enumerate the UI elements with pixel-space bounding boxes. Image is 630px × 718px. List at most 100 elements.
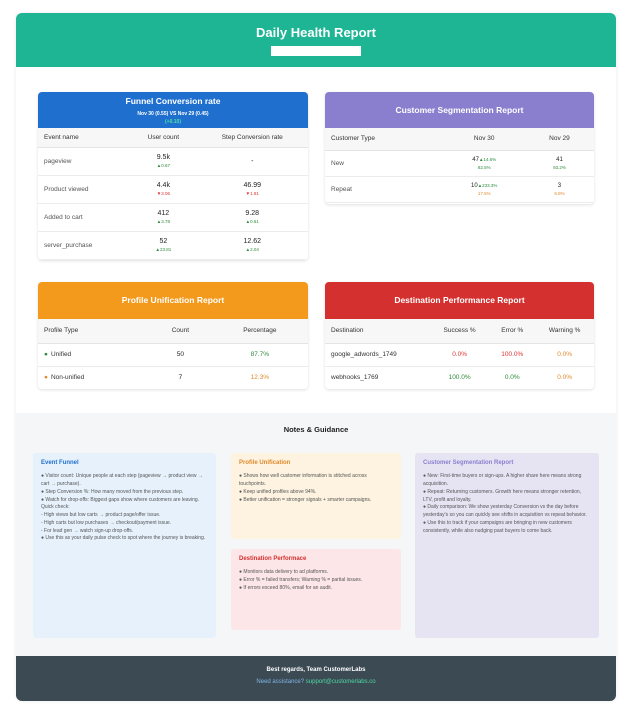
- col-user-count: User count: [130, 128, 197, 148]
- note-profile-unification: Profile Unification ● Shows how well cus…: [231, 453, 401, 539]
- step-rate-delta: ▼1.81: [245, 191, 259, 196]
- date-placeholder-bar: [271, 46, 361, 56]
- profile-percentage: 12.3%: [211, 366, 308, 389]
- col-nov30: Nov 30: [443, 128, 525, 151]
- profile-row: ● Unified 50 87.7%: [38, 343, 308, 367]
- error-pct: 100.0%: [489, 343, 536, 367]
- success-pct: 100.0%: [429, 366, 490, 389]
- funnel-title-bar: Funnel Conversion rate Nov 30 (0.55) VS …: [38, 92, 308, 128]
- step-rate-cell: 46.99 ▼1.81: [196, 175, 308, 204]
- col-customer-type: Customer Type: [325, 128, 444, 151]
- footer-help-label: Need assistance?: [256, 679, 305, 685]
- nov29-cell: 41 93.2%: [524, 150, 594, 177]
- event-name: Product viewed: [38, 175, 131, 204]
- note-line: - High carts but low purchases → checkou…: [41, 519, 172, 526]
- user-count-cell: 52 ▲23.81: [130, 231, 197, 260]
- note-line: ● New: First-time buyers or sign-ups. A …: [423, 473, 582, 488]
- user-count: 4.4k: [156, 182, 170, 189]
- note-line: ● Keep unified profiles above 94%.: [239, 488, 317, 495]
- note-line: ● Step Conversion %: How many moved from…: [41, 488, 184, 495]
- funnel-delta: (+0.10): [165, 119, 181, 125]
- profile-percentage: 87.7%: [211, 343, 308, 367]
- funnel-row: server_purchase 52 ▲23.81 12.62 ▲2.04: [38, 231, 308, 260]
- col-success: Success %: [429, 319, 490, 344]
- profile-row: ● Non-unified 7 12.3%: [38, 366, 308, 389]
- footer-regards: Best regards, Team CustomerLabs: [266, 667, 366, 673]
- error-pct: 0.0%: [489, 366, 536, 389]
- note-destination-title: Destination Performace: [239, 556, 307, 562]
- user-count-cell: 4.4k ▼3.06: [130, 175, 197, 204]
- note-line: ● Use this to track if your campaigns ar…: [423, 519, 572, 534]
- step-rate: 46.99: [243, 182, 261, 189]
- col-profile-type: Profile Type: [38, 319, 150, 344]
- step-rate-delta: ▲2.04: [245, 247, 259, 252]
- user-count-delta: ▲3.78: [156, 219, 170, 224]
- funnel-title: Funnel Conversion rate: [125, 96, 221, 106]
- funnel-subtitle: Nov 30 (0.55) VS Nov 29 (0.45): [137, 111, 209, 117]
- user-count-delta: ▲0.67: [156, 163, 170, 168]
- nov29-share: 93.2%: [553, 165, 566, 170]
- note-line: - For lead gen → watch sign-up drop-offs…: [41, 527, 134, 534]
- nov30-value: 47: [472, 157, 479, 163]
- nov29-cell: 3 6.8%: [524, 176, 594, 203]
- destination-row: google_adwords_1749 0.0% 100.0% 0.0%: [325, 343, 594, 367]
- profile-type: Unified: [50, 351, 72, 358]
- user-count: 9.5k: [156, 154, 170, 161]
- funnel-table: Event name User count Step Conversion ra…: [38, 128, 308, 260]
- destination-row: webhooks_1769 100.0% 0.0% 0.0%: [325, 366, 594, 389]
- destination-name: google_adwords_1749: [325, 343, 430, 367]
- col-count: Count: [149, 319, 212, 344]
- profile-table: Profile Type Count Percentage ● Unified 50…: [38, 319, 308, 389]
- note-line: ● Daily comparison: We show yesterday Co…: [423, 504, 587, 519]
- warning-pct: 0.0%: [535, 343, 594, 367]
- notes-section: Notes & Guidance Event Funnel ● Visitor …: [16, 413, 616, 656]
- notes-heading: Notes & Guidance: [283, 425, 349, 434]
- step-rate-cell: 9.28 ▲0.61: [196, 203, 308, 232]
- nov29-value: 3: [557, 183, 562, 189]
- status-dot-icon: ●: [44, 374, 48, 381]
- note-line: ● Shows how well customer information is…: [239, 473, 367, 488]
- step-rate-cell: -: [196, 147, 308, 176]
- note-destination-performance: Destination Performace ● Monitors data d…: [231, 549, 401, 630]
- note-customer-segmentation: Customer Segmentation Report ● New: Firs…: [415, 453, 599, 638]
- note-line: ● Visitor count: Unique people at each s…: [41, 473, 203, 488]
- note-line: ● Better unification = stronger signals …: [239, 496, 372, 503]
- user-count: 52: [159, 238, 168, 245]
- nov30-value: 10: [471, 183, 478, 189]
- nov29-share: 6.8%: [554, 191, 565, 196]
- report-title: Daily Health Report: [256, 25, 376, 40]
- support-email-link[interactable]: support@customerlabs.co: [305, 679, 376, 685]
- user-count: 412: [157, 210, 170, 217]
- event-name: Added to cart: [38, 203, 131, 232]
- segmentation-row: New 47▲14.6% 82.5% 41 93.2%: [325, 150, 594, 177]
- col-error: Error %: [489, 319, 536, 344]
- note-line: Quick check:: [41, 504, 70, 511]
- note-event-funnel-title: Event Funnel: [41, 460, 79, 466]
- nov30-delta: ▲233.3%: [477, 183, 498, 188]
- user-count-delta: ▲23.81: [155, 247, 172, 252]
- funnel-row: pageview 9.5k ▲0.67 -: [38, 147, 308, 176]
- step-rate-cell: 12.62 ▲2.04: [196, 231, 308, 260]
- destination-name: webhooks_1769: [325, 366, 430, 389]
- col-destination: Destination: [325, 319, 430, 344]
- profile-count: 50: [149, 343, 212, 367]
- profile-type-cell: ● Non-unified: [38, 366, 150, 389]
- step-rate: 9.28: [245, 210, 260, 217]
- event-name: pageview: [38, 147, 131, 176]
- nov30-cell: 47▲14.6% 82.5%: [443, 150, 525, 177]
- step-rate-delta: ▲0.61: [245, 219, 259, 224]
- segmentation-row: Repeat 10▲233.3% 17.5% 3 6.8%: [325, 176, 594, 203]
- customer-type: New: [325, 150, 444, 177]
- profile-title: Profile Unification Report: [38, 282, 308, 319]
- destination-title: Destination Performance Report: [325, 282, 594, 319]
- footer: Best regards, Team CustomerLabs Need ass…: [16, 656, 616, 701]
- note-line: ● Repeat: Returning customers. Growth he…: [423, 488, 582, 503]
- step-rate: 12.62: [243, 238, 261, 245]
- note-segmentation-title: Customer Segmentation Report: [423, 460, 514, 466]
- nov29-value: 41: [556, 157, 563, 163]
- destination-table: Destination Success % Error % Warning % …: [325, 319, 594, 389]
- status-dot-icon: ●: [44, 351, 48, 358]
- col-nov29: Nov 29: [524, 128, 594, 151]
- user-count-cell: 9.5k ▲0.67: [130, 147, 197, 176]
- note-line: ● If errors exceed 80%, email for an aud…: [239, 584, 333, 591]
